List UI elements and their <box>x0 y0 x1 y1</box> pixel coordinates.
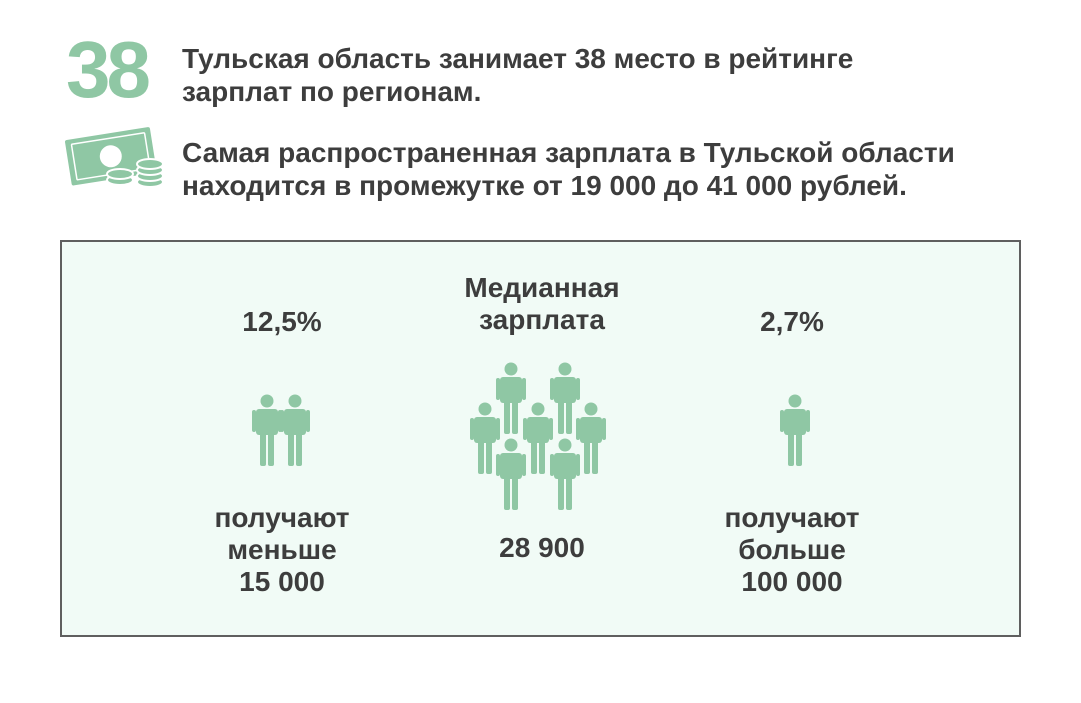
below-caption-line2: меньше <box>227 534 337 565</box>
range-headline-line2: находится в промежутке от 19 000 до 41 0… <box>182 170 907 201</box>
below-percent: 12,5% <box>242 306 322 337</box>
salary-panel: 12,5% получают меньше 15 000 Медианная з… <box>60 240 1021 637</box>
rank-headline-line1: Тульская область занимает 38 место в рей… <box>182 43 854 74</box>
above-caption-line3: 100 000 <box>741 566 843 597</box>
above-caption-line2: больше <box>738 534 846 565</box>
above-percent: 2,7% <box>760 306 824 337</box>
above-caption: получают больше 100 000 <box>692 502 892 598</box>
below-caption-line1: получают <box>214 502 350 533</box>
median-title: Медианная зарплата <box>432 272 652 336</box>
people-median-icon <box>470 362 606 510</box>
median-title-line1: Медианная <box>464 272 620 303</box>
range-headline: Самая распространенная зарплата в Тульск… <box>182 136 1062 202</box>
people-below-icon <box>252 394 310 466</box>
people-above-icon <box>780 394 810 466</box>
rank-headline: Тульская область занимает 38 место в рей… <box>182 42 1042 108</box>
money-coins-icon <box>65 127 164 188</box>
above-caption-line1: получают <box>724 502 860 533</box>
below-caption-line3: 15 000 <box>239 566 325 597</box>
rank-headline-line2: зарплат по регионам. <box>182 76 482 107</box>
median-value: 28 900 <box>499 532 585 563</box>
median-title-line2: зарплата <box>479 304 605 335</box>
range-headline-line1: Самая распространенная зарплата в Тульск… <box>182 137 955 168</box>
below-caption: получают меньше 15 000 <box>182 502 382 598</box>
rank-number: 38 <box>66 25 151 114</box>
